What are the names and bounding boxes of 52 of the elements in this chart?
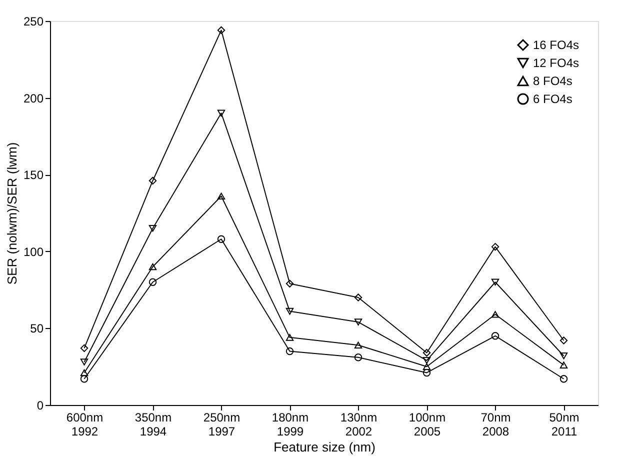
legend-label: 16 FO4s: [533, 38, 580, 52]
point: [354, 294, 362, 302]
point: [491, 310, 500, 318]
point: [80, 358, 88, 366]
point: [422, 357, 431, 364]
point: [217, 192, 226, 200]
x-tick-label: 600nm 1992: [66, 410, 104, 438]
point: [80, 344, 88, 352]
legend-label: 8 FO4s: [533, 74, 572, 88]
point: [217, 235, 226, 243]
point: [148, 224, 157, 232]
x-axis-title: Feature size (nm): [274, 440, 376, 454]
legend-label: 6 FO4s: [533, 92, 572, 106]
point: [560, 362, 568, 368]
y-tick-label: 250: [23, 14, 44, 28]
point: [217, 26, 226, 34]
point: [286, 334, 294, 341]
point: [422, 368, 431, 377]
x-tick-label: 180nm 1999: [272, 410, 309, 438]
point: [560, 375, 568, 383]
point: [148, 176, 157, 185]
point: [422, 348, 431, 357]
y-tick-label: 150: [23, 168, 44, 182]
point: [80, 375, 88, 383]
y-tick-label: 100: [23, 244, 44, 259]
point: [560, 336, 568, 344]
point: [148, 263, 157, 270]
point: [354, 354, 362, 362]
point: [354, 318, 362, 326]
point: [286, 347, 294, 356]
point: [491, 332, 500, 340]
point: [354, 342, 362, 348]
x-tick-label: 100nm 2005: [408, 410, 446, 438]
point: [148, 278, 157, 286]
x-tick-label: 350nm 1994: [134, 410, 172, 438]
y-tick-label: 200: [23, 91, 44, 106]
point: [491, 242, 500, 251]
x-tick-label: 70nm 2008: [480, 410, 511, 438]
point: [560, 352, 568, 360]
point: [422, 363, 431, 370]
legend-label: 12 FO4s: [533, 56, 580, 70]
point: [80, 369, 88, 376]
y-axis-title: SER (nolwm)/SER (lwm): [4, 142, 20, 285]
y-tick-label: 0: [36, 398, 44, 412]
x-tick-label: 130nm 2002: [340, 410, 378, 438]
x-tick-label: 50nm 2011: [549, 410, 580, 438]
y-tick-label: 50: [30, 322, 44, 336]
point: [286, 280, 294, 288]
point: [217, 110, 226, 117]
point: [286, 308, 294, 315]
x-tick-label: 250nm 1997: [203, 410, 240, 438]
point: [491, 278, 500, 286]
